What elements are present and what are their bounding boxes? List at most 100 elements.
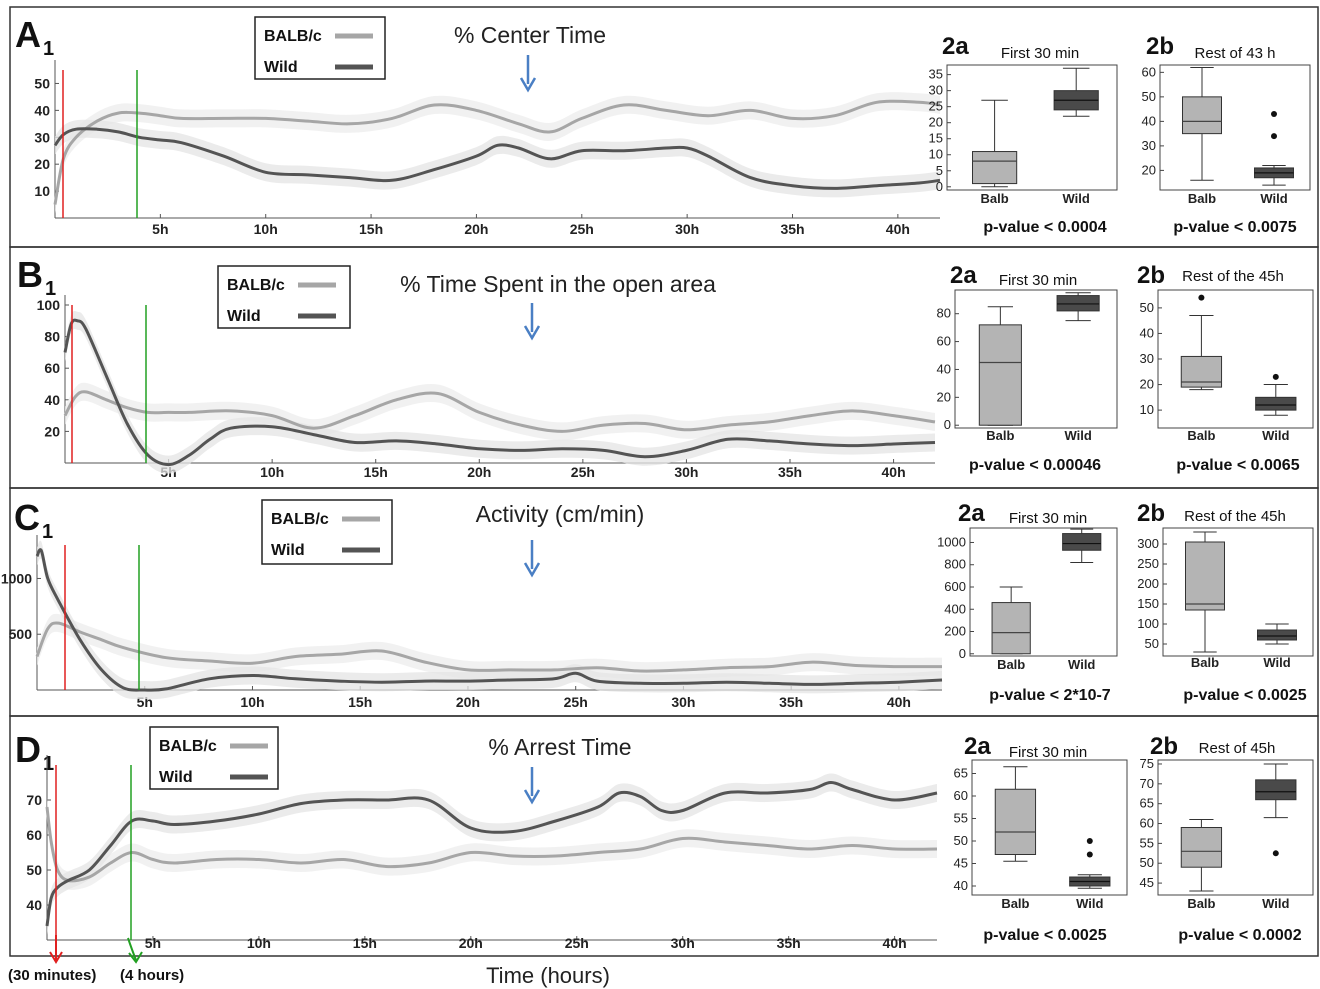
arrow-icon xyxy=(523,789,541,805)
outlier-point xyxy=(1272,850,1279,857)
y-tick-label: 70 xyxy=(26,792,42,808)
boxplot-y-tick-label: 0 xyxy=(936,179,943,194)
box-balb xyxy=(1180,827,1223,868)
boxplot-y-tick-label: 60 xyxy=(1140,816,1154,831)
boxplot-y-tick-label: 30 xyxy=(1142,138,1156,153)
boxplot-title: First 30 min xyxy=(1009,510,1087,527)
boxplot-y-tick-label: 400 xyxy=(944,601,966,616)
box-balb xyxy=(994,788,1037,855)
boxplot-y-tick-label: 200 xyxy=(944,624,966,639)
outlier-point xyxy=(1086,838,1093,844)
arrow-icon xyxy=(523,325,541,341)
boxplot-category-label: Wild xyxy=(1260,191,1287,206)
x-tick-label: 40h xyxy=(887,694,911,710)
boxplot-y-tick-label: 30 xyxy=(929,83,943,98)
panel-title: % Time Spent in the open area xyxy=(400,271,716,297)
confidence-band-wild xyxy=(37,540,942,700)
boxplot-category-label: Balb xyxy=(986,428,1014,443)
x-tick-label: 30h xyxy=(674,464,698,480)
boxplot-y-tick-label: 40 xyxy=(954,878,968,893)
y-tick-label: 50 xyxy=(26,862,42,878)
boxplot-label: 2a xyxy=(958,500,985,527)
panel-title: Activity (cm/min) xyxy=(476,501,645,527)
boxplot-y-tick-label: 150 xyxy=(1137,596,1159,611)
legend-label: BALB/c xyxy=(264,28,322,45)
boxplot-title: First 30 min xyxy=(1001,45,1079,62)
p-value: p-value < 0.0065 xyxy=(1176,457,1299,474)
outlier-point xyxy=(1198,294,1205,301)
boxplot-y-tick-label: 5 xyxy=(936,163,943,178)
boxplot-y-tick-label: 55 xyxy=(1140,835,1154,850)
boxplot-label: 2a xyxy=(942,33,969,60)
boxplot-y-tick-label: 25 xyxy=(929,99,943,114)
boxplot-label: 2b xyxy=(1137,262,1165,289)
annotation-30-minutes: (30 minutes) xyxy=(8,967,96,984)
confidence-band-balb xyxy=(47,798,937,890)
series-line-wild xyxy=(63,318,936,467)
boxplot-y-tick-label: 100 xyxy=(1137,616,1159,631)
boxplot-label: 2b xyxy=(1150,733,1178,760)
boxplot-y-tick-label: 60 xyxy=(1142,64,1156,79)
boxplot-y-tick-label: 70 xyxy=(1140,776,1154,791)
boxplot-title: Rest of the 45h xyxy=(1182,268,1284,285)
boxplot-y-tick-label: 800 xyxy=(944,557,966,572)
time-annotations: (30 minutes) (4 hours) Time (hours) xyxy=(8,935,610,988)
boxplot-y-tick-label: 0 xyxy=(944,417,951,432)
p-value: p-value < 0.0075 xyxy=(1173,219,1296,236)
box-balb xyxy=(1185,541,1225,611)
boxplot-title: First 30 min xyxy=(1009,744,1087,761)
panel-label: D xyxy=(15,729,41,770)
boxplot-category-label: Balb xyxy=(1187,896,1215,911)
arrow-icon xyxy=(523,562,541,578)
box-balb xyxy=(991,602,1031,655)
boxplot-category-label: Balb xyxy=(1188,191,1216,206)
x-tick-label: 35h xyxy=(779,694,803,710)
boxplot-title: Rest of 43 h xyxy=(1195,45,1276,62)
arrow-icon xyxy=(519,77,537,93)
panel-border xyxy=(9,715,1319,957)
box-balb xyxy=(978,324,1022,426)
y-tick-label: 1000 xyxy=(1,570,32,586)
box-wild xyxy=(1255,779,1297,801)
confidence-band-wild xyxy=(47,773,937,935)
boxplot-y-tick-label: 20 xyxy=(929,115,943,130)
p-value: p-value < 0.0002 xyxy=(1178,927,1301,944)
boxplot-category-label: Wild xyxy=(1263,655,1290,670)
boxplot-y-tick-label: 30 xyxy=(1140,351,1154,366)
boxplot-2b: 2b Rest of 45h 45 50 55 60 65 70 75 Balb Wild p-val… xyxy=(1140,733,1314,944)
boxplot-category-label: Wild xyxy=(1063,191,1090,206)
x-tick-label: 30h xyxy=(671,694,695,710)
boxplot-y-tick-label: 600 xyxy=(944,579,966,594)
boxplot-y-tick-label: 20 xyxy=(1140,377,1154,392)
box-balb xyxy=(1182,96,1222,135)
boxplot-y-tick-label: 65 xyxy=(1140,796,1154,811)
outlier-point xyxy=(1086,851,1093,858)
series-line-balb xyxy=(35,621,943,673)
confidence-band-balb xyxy=(37,613,942,681)
x-tick-label: 35h xyxy=(778,464,802,480)
series-line-wild xyxy=(53,127,941,190)
x-tick-label: 15h xyxy=(348,694,372,710)
boxplot-y-tick-label: 55 xyxy=(954,811,968,826)
x-tick-label: 5h xyxy=(145,935,161,951)
box-wild xyxy=(1255,396,1297,411)
series-line-balb xyxy=(45,806,938,883)
boxplot-y-tick-label: 10 xyxy=(1140,402,1154,417)
p-value: p-value < 0.00046 xyxy=(969,457,1101,474)
boxplot-y-tick-label: 75 xyxy=(1140,756,1154,771)
boxplot-y-tick-label: 1000 xyxy=(937,534,966,549)
legend-label: BALB/c xyxy=(227,277,285,294)
x-tick-label: 10h xyxy=(260,464,284,480)
x-tick-label: 15h xyxy=(359,221,383,237)
boxplot-y-tick-label: 80 xyxy=(937,306,951,321)
annotation-4-hours: (4 hours) xyxy=(120,967,184,984)
p-value: p-value < 0.0025 xyxy=(1183,687,1306,704)
y-tick-label: 40 xyxy=(44,392,60,408)
y-tick-label: 10 xyxy=(34,183,50,199)
x-tick-label: 35h xyxy=(780,221,804,237)
x-tick-label: 25h xyxy=(571,464,595,480)
boxplot-label: 2b xyxy=(1137,500,1165,527)
panel-label-subscript: 1 xyxy=(42,521,53,543)
boxplot-2b: 2b Rest of 43 h 20 30 40 50 60 Balb Wild p-value … xyxy=(1142,33,1311,236)
boxplot-y-tick-label: 40 xyxy=(937,361,951,376)
